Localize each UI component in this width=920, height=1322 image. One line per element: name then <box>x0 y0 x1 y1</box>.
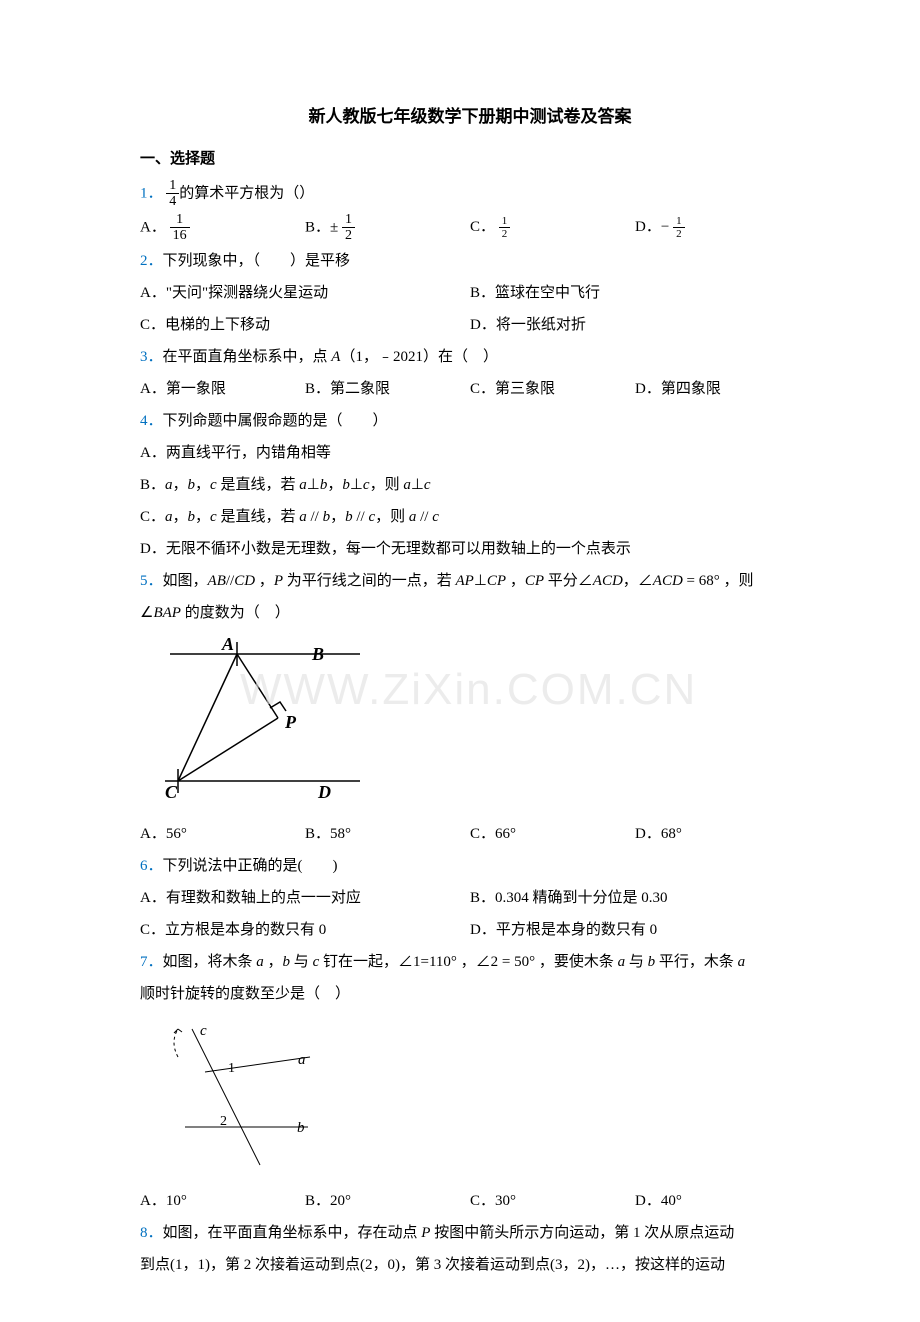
q7-opt-c: C．30° <box>470 1186 635 1216</box>
question-7-l1: 7．如图，将木条 a ，b 与 c 钉在一起，∠1=110° ，∠2 = 50°… <box>140 947 800 977</box>
q5-num: 5． <box>140 573 163 589</box>
q4-num: 4． <box>140 413 163 429</box>
q8-num: 8． <box>140 1225 163 1241</box>
q7-opt-d: D．40° <box>635 1186 800 1216</box>
q2-opt-c: C．电梯的上下移动 <box>140 310 470 340</box>
q7-num: 7． <box>140 954 163 970</box>
q6-stem: 下列说法中正确的是( ) <box>163 858 338 874</box>
exam-page: 新人教版七年级数学下册期中测试卷及答案 一、选择题 1． 1 4 的算术平方根为… <box>0 0 920 1322</box>
q5-options: A．56° B．58° C．66° D．68° <box>140 819 800 849</box>
q6-options-2: C．立方根是本身的数只有 0 D．平方根是本身的数只有 0 <box>140 915 800 945</box>
q4-opt-d: D．无限不循环小数是无理数，每一个无理数都可以用数轴上的一个点表示 <box>140 534 800 564</box>
q2-options-1: A．"天问"探测器绕火星运动 B．篮球在空中飞行 <box>140 278 800 308</box>
q1-frac: 1 4 <box>166 178 179 210</box>
question-7-l2: 顺时针旋转的度数至少是（ ） <box>140 979 800 1009</box>
q5-figure: WWW.ZiXin.COM.CN A B C D P <box>160 636 800 811</box>
q3-stem: 在平面直角坐标系中，点 A（1，﹣2021）在（ ） <box>163 349 498 365</box>
q7-opt-a: A．10° <box>140 1186 305 1216</box>
q5-svg: A B C D P <box>160 636 370 801</box>
q6-opt-a: A．有理数和数轴上的点一一对应 <box>140 883 470 913</box>
q3-opt-d: D．第四象限 <box>635 374 800 404</box>
q6-opt-d: D．平方根是本身的数只有 0 <box>470 915 800 945</box>
question-6: 6．下列说法中正确的是( ) <box>140 851 800 881</box>
question-8-l1: 8．如图，在平面直角坐标系中，存在动点 P 按图中箭头所示方向运动，第 1 次从… <box>140 1218 800 1248</box>
q7-opt-b: B．20° <box>305 1186 470 1216</box>
q1-num: 1． <box>140 185 163 201</box>
q4-opt-c: C．a，b，c 是直线，若 a // b，b // c，则 a // c <box>140 502 800 532</box>
q2-opt-a: A．"天问"探测器绕火星运动 <box>140 278 470 308</box>
q2-opt-d: D．将一张纸对折 <box>470 310 800 340</box>
q4-opt-a: A．两直线平行，内错角相等 <box>140 438 800 468</box>
q2-num: 2． <box>140 253 163 269</box>
q3-opt-a: A．第一象限 <box>140 374 305 404</box>
question-4: 4．下列命题中属假命题的是（ ） <box>140 406 800 436</box>
q4-stem: 下列命题中属假命题的是（ ） <box>163 413 388 429</box>
section-heading: 一、选择题 <box>140 144 800 174</box>
q5-opt-c: C．66° <box>470 819 635 849</box>
svg-text:P: P <box>284 712 297 732</box>
svg-text:2: 2 <box>220 1114 227 1129</box>
q1-options: A． 1 16 B．± 1 2 C． 1 2 D．− 1 2 <box>140 212 800 244</box>
q5-opt-d: D．68° <box>635 819 800 849</box>
question-8-l2: 到点(1，1)，第 2 次接着运动到点(2，0)，第 3 次接着运动到点(3，2… <box>140 1250 800 1280</box>
q1-opt-d: D．− 1 2 <box>635 212 800 244</box>
q3-opt-b: B．第二象限 <box>305 374 470 404</box>
q1-stem: 的算术平方根为（） <box>179 185 314 201</box>
question-5-l1: 5．如图，AB//CD ，P 为平行线之间的一点，若 AP⊥CP ，CP 平分∠… <box>140 566 800 596</box>
q6-opt-b: B．0.304 精确到十分位是 0.30 <box>470 883 800 913</box>
svg-text:B: B <box>311 644 324 664</box>
question-3: 3．在平面直角坐标系中，点 A（1，﹣2021）在（ ） <box>140 342 800 372</box>
q1-opt-c: C． 1 2 <box>470 212 635 244</box>
q3-options: A．第一象限 B．第二象限 C．第三象限 D．第四象限 <box>140 374 800 404</box>
q2-stem: 下列现象中，（ ）是平移 <box>163 253 351 269</box>
q2-options-2: C．电梯的上下移动 D．将一张纸对折 <box>140 310 800 340</box>
q7-options: A．10° B．20° C．30° D．40° <box>140 1186 800 1216</box>
q4-opt-b: B．a，b，c 是直线，若 a⊥b，b⊥c，则 a⊥c <box>140 470 800 500</box>
svg-text:b: b <box>297 1120 305 1136</box>
question-2: 2．下列现象中，（ ）是平移 <box>140 246 800 276</box>
q3-opt-c: C．第三象限 <box>470 374 635 404</box>
q6-num: 6． <box>140 858 163 874</box>
svg-text:D: D <box>317 782 331 801</box>
svg-text:C: C <box>165 782 178 801</box>
q2-opt-b: B．篮球在空中飞行 <box>470 278 800 308</box>
svg-text:c: c <box>200 1023 207 1039</box>
q1-opt-b: B．± 1 2 <box>305 212 470 244</box>
question-5-l2: ∠BAP 的度数为（ ） <box>140 598 800 628</box>
q7-figure: c a b 1 2 <box>160 1017 800 1178</box>
q3-num: 3． <box>140 349 163 365</box>
page-title: 新人教版七年级数学下册期中测试卷及答案 <box>140 100 800 134</box>
svg-text:A: A <box>221 636 234 654</box>
svg-text:a: a <box>298 1052 306 1068</box>
q5-opt-b: B．58° <box>305 819 470 849</box>
svg-text:1: 1 <box>228 1061 235 1076</box>
q5-opt-a: A．56° <box>140 819 305 849</box>
question-1: 1． 1 4 的算术平方根为（） <box>140 178 800 210</box>
q1-opt-a: A． 1 16 <box>140 212 305 244</box>
q7-svg: c a b 1 2 <box>160 1017 330 1167</box>
q6-opt-c: C．立方根是本身的数只有 0 <box>140 915 470 945</box>
q6-options-1: A．有理数和数轴上的点一一对应 B．0.304 精确到十分位是 0.30 <box>140 883 800 913</box>
